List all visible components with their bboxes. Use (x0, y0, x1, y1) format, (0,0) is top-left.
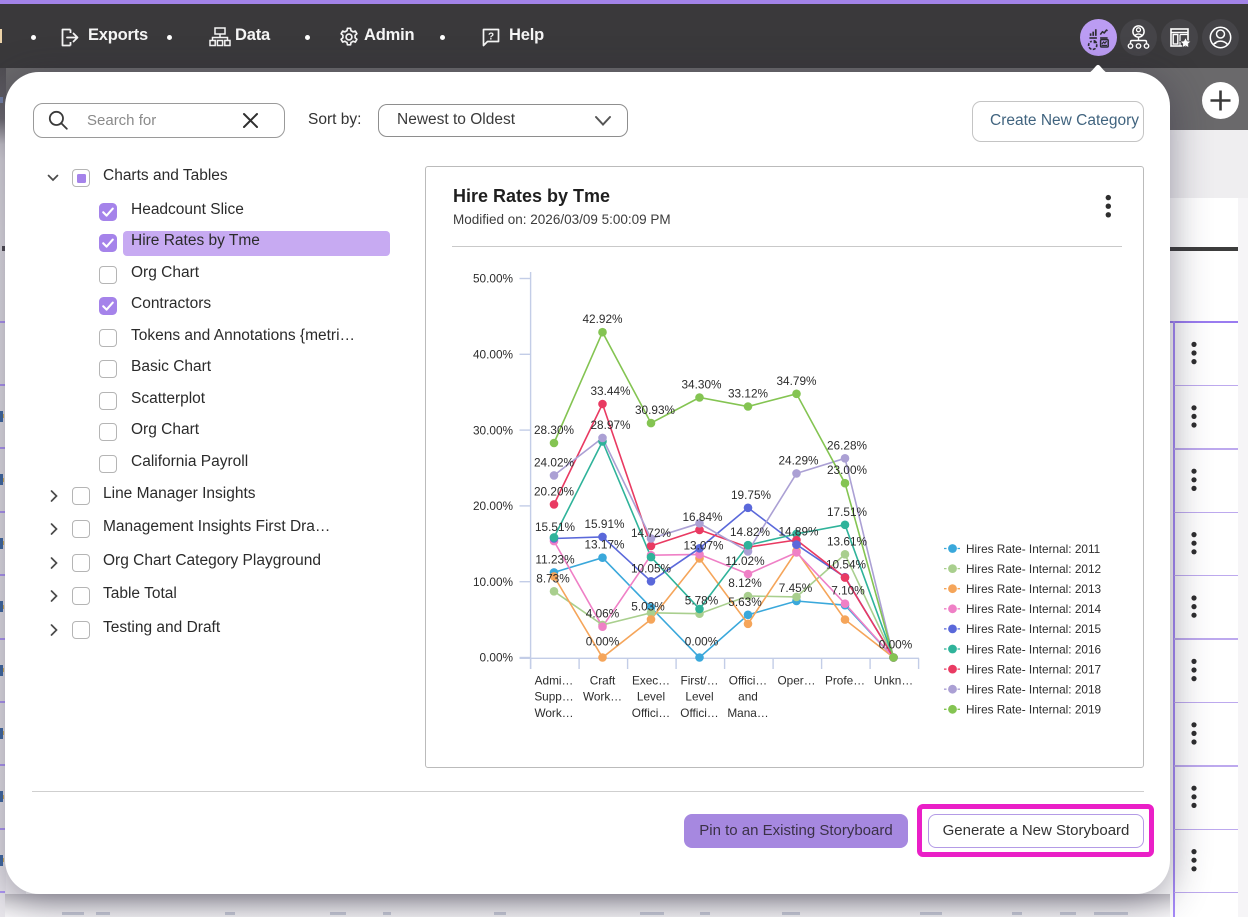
svg-text:14.72%: 14.72% (631, 526, 672, 540)
svg-text:40.00%: 40.00% (473, 348, 514, 362)
svg-text:?: ? (488, 32, 494, 43)
svg-text:0.00%: 0.00% (879, 638, 913, 652)
svg-text:34.30%: 34.30% (681, 378, 722, 392)
svg-text:13.61%: 13.61% (827, 534, 868, 548)
svg-text:13.07%: 13.07% (683, 538, 724, 552)
svg-text:and: and (738, 690, 758, 704)
svg-text:20.00%: 20.00% (473, 499, 514, 513)
svg-text:13.17%: 13.17% (584, 538, 625, 552)
svg-text:Profe…: Profe… (825, 674, 865, 688)
svg-text:5.03%: 5.03% (631, 599, 665, 613)
svg-text:Hires Rate- Internal: 2019: Hires Rate- Internal: 2019 (966, 703, 1101, 717)
svg-text:33.12%: 33.12% (728, 387, 769, 401)
svg-text:7.45%: 7.45% (779, 581, 813, 595)
svg-text:Hires Rate- Internal: 2016: Hires Rate- Internal: 2016 (966, 642, 1102, 656)
svg-text:26.28%: 26.28% (827, 438, 868, 452)
svg-text:8.12%: 8.12% (728, 576, 762, 590)
svg-text:Work…: Work… (583, 690, 622, 704)
svg-text:28.97%: 28.97% (590, 418, 631, 432)
svg-text:15.51%: 15.51% (535, 520, 576, 534)
svg-text:34.79%: 34.79% (776, 374, 817, 388)
svg-text:14.82%: 14.82% (730, 525, 771, 539)
svg-text:Work…: Work… (534, 706, 573, 720)
svg-text:Oper…: Oper… (777, 674, 815, 688)
svg-text:Mana…: Mana… (727, 706, 768, 720)
svg-text:Level: Level (685, 690, 713, 704)
svg-text:19.75%: 19.75% (731, 488, 772, 502)
svg-text:5.63%: 5.63% (728, 595, 762, 609)
svg-text:Craft: Craft (590, 674, 616, 688)
svg-text:4.06%: 4.06% (586, 607, 620, 621)
svg-text:Offici…: Offici… (729, 674, 767, 688)
svg-text:10.00%: 10.00% (473, 575, 514, 589)
svg-text:30.93%: 30.93% (635, 403, 676, 417)
svg-text:First/…: First/… (680, 674, 718, 688)
svg-text:Offici…: Offici… (632, 706, 670, 720)
svg-text:17.51%: 17.51% (827, 505, 868, 519)
svg-text:Hires Rate- Internal: 2017: Hires Rate- Internal: 2017 (966, 662, 1101, 676)
svg-text:Hires Rate- Internal: 2014: Hires Rate- Internal: 2014 (966, 602, 1102, 616)
svg-text:20.20%: 20.20% (534, 484, 575, 498)
svg-text:Admi…: Admi… (535, 674, 574, 688)
svg-text:7.10%: 7.10% (831, 584, 865, 598)
svg-text:Exec…: Exec… (632, 674, 670, 688)
svg-text:10.05%: 10.05% (631, 561, 672, 575)
svg-text:30.00%: 30.00% (473, 423, 514, 437)
svg-text:Unkn…: Unkn… (874, 674, 913, 688)
svg-text:23.00%: 23.00% (827, 463, 868, 477)
svg-text:16.84%: 16.84% (682, 510, 723, 524)
svg-text:0.00%: 0.00% (480, 651, 514, 665)
svg-text:8.73%: 8.73% (536, 571, 570, 585)
svg-text:0.00%: 0.00% (685, 635, 719, 649)
svg-text:11.02%: 11.02% (725, 554, 765, 568)
svg-text:10.54%: 10.54% (826, 558, 867, 572)
svg-text:Level: Level (637, 690, 665, 704)
svg-text:14.89%: 14.89% (778, 525, 819, 539)
svg-text:42.92%: 42.92% (582, 312, 623, 326)
svg-text:Hires Rate- Internal: 2018: Hires Rate- Internal: 2018 (966, 683, 1102, 697)
svg-text:Hires Rate- Internal: 2015: Hires Rate- Internal: 2015 (966, 622, 1102, 636)
svg-text:Hires Rate- Internal: 2012: Hires Rate- Internal: 2012 (966, 562, 1101, 576)
svg-text:Hires Rate- Internal: 2013: Hires Rate- Internal: 2013 (966, 582, 1102, 596)
svg-text:11.23%: 11.23% (535, 552, 575, 566)
svg-text:50.00%: 50.00% (473, 272, 514, 286)
svg-text:0.00%: 0.00% (586, 635, 620, 649)
svg-text:Offici…: Offici… (680, 706, 718, 720)
svg-text:28.30%: 28.30% (534, 423, 575, 437)
svg-text:33.44%: 33.44% (590, 384, 631, 398)
svg-text:24.02%: 24.02% (534, 455, 575, 469)
svg-text:Hires Rate- Internal: 2011: Hires Rate- Internal: 2011 (966, 542, 1100, 556)
svg-text:5.78%: 5.78% (685, 594, 719, 608)
svg-text:15.91%: 15.91% (584, 517, 625, 531)
svg-text:24.29%: 24.29% (778, 453, 819, 467)
svg-text:Supp…: Supp… (534, 690, 573, 704)
